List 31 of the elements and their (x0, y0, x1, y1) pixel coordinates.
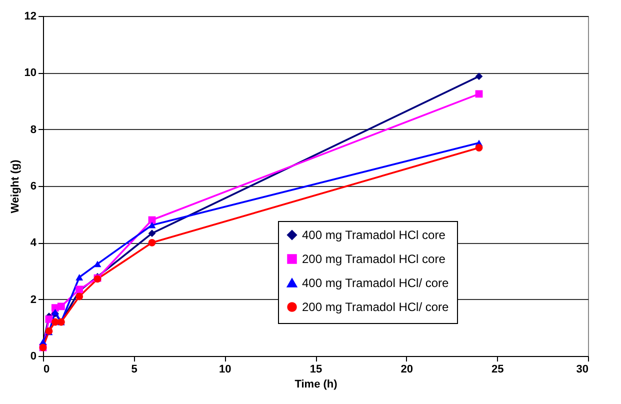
x-tick-label: 15 (310, 364, 322, 376)
legend-label: 200 mg Tramadol HCl core (302, 252, 446, 266)
x-tick-label: 0 (44, 364, 50, 376)
y-axis-title: Weight (g) (9, 159, 22, 214)
x-axis-title: Time (h) (294, 378, 338, 390)
point (45, 315, 53, 323)
y-tick-label: 6 (30, 180, 36, 192)
y-tick-label: 4 (30, 237, 38, 250)
point (76, 292, 84, 300)
y-tick-label: 0 (30, 350, 36, 362)
x-tick-label: 10 (219, 364, 232, 376)
x-tick-label: 5 (131, 364, 138, 376)
legend-label: 400 mg Tramadol HCl core (302, 228, 446, 242)
point (76, 274, 84, 280)
point (475, 72, 483, 80)
legend-label: 400 mg Tramadol HCl/ core (302, 276, 450, 290)
y-tick-label: 12 (24, 10, 36, 22)
y-tick-label: 10 (24, 67, 36, 80)
point (94, 260, 102, 268)
point (475, 144, 483, 152)
point (148, 230, 156, 238)
x-tick-label: 30 (576, 364, 588, 376)
legend-label: 200 mg Tramadol HCl/ core (302, 300, 450, 314)
x-tick-label: 25 (492, 364, 504, 376)
point (148, 238, 156, 246)
point (475, 90, 483, 98)
y-tick-label: 8 (30, 124, 36, 136)
x-tick-label: 20 (400, 364, 413, 376)
point (148, 222, 156, 228)
y-tick-label: 2 (30, 294, 36, 306)
point (57, 302, 65, 310)
